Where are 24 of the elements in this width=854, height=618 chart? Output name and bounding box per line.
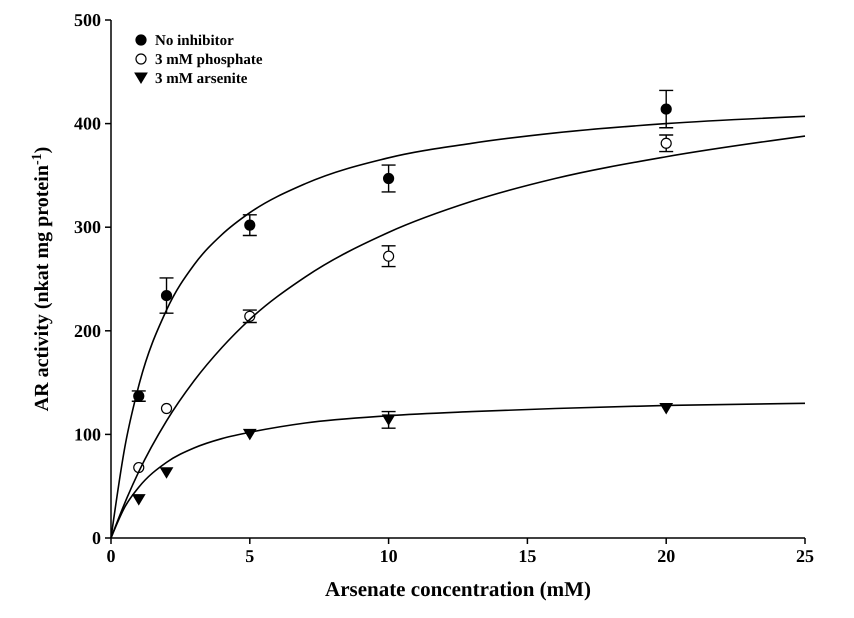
x-tick-label: 5 [245,546,254,566]
x-tick-label: 25 [796,546,814,566]
x-tick-label: 15 [518,546,536,566]
legend-label: No inhibitor [155,33,234,49]
x-tick-label: 20 [657,546,676,566]
point [160,290,172,302]
legend-label: 3 mM arsenite [155,71,248,87]
point [160,402,172,414]
point [244,220,256,231]
point [383,250,394,262]
point [160,467,174,478]
y-tick-label: 300 [74,217,101,238]
y-tick-label: 400 [74,114,101,134]
x-tick-label: 0 [106,546,116,566]
y-tick-label: 500 [74,10,101,30]
point [132,494,146,506]
y-tick-label: 100 [74,424,101,444]
legend-label: 3 mM phosphate [155,52,263,68]
point [660,103,672,115]
x-tick-label: 10 [380,546,398,566]
point [383,172,394,184]
x-axis-title: Arsenate concentration (mM) [325,577,591,601]
y-tick-label: 200 [74,320,101,341]
y-tick-label: 0 [92,528,101,548]
